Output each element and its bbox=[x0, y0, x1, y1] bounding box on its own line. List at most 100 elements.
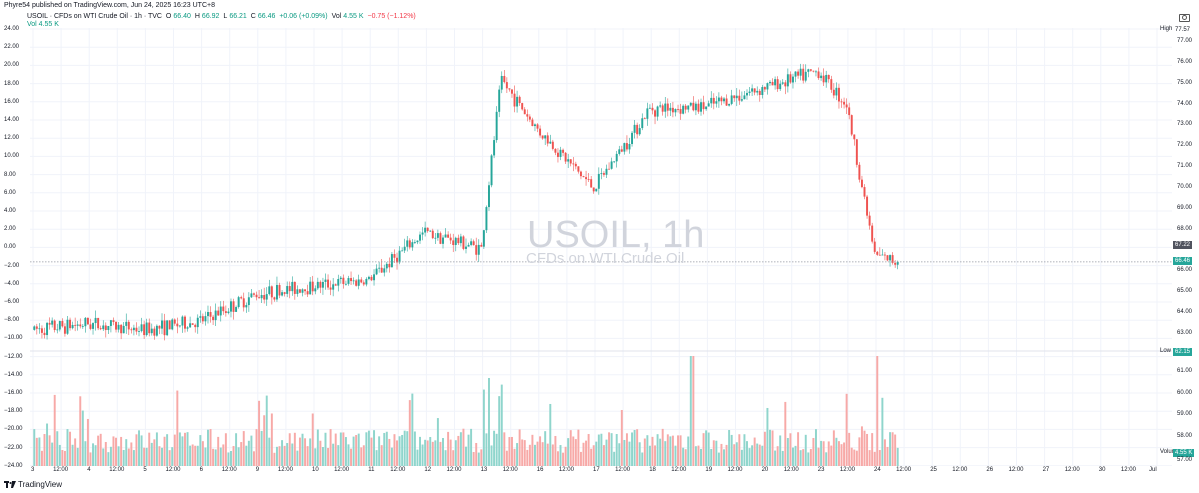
candle bbox=[840, 98, 843, 108]
volume-bar bbox=[237, 447, 240, 466]
volume-bar bbox=[204, 447, 207, 466]
candle bbox=[273, 296, 276, 302]
candle bbox=[89, 318, 92, 331]
candle bbox=[636, 122, 639, 139]
candle bbox=[638, 124, 641, 136]
time-axis-tick: 3 bbox=[31, 467, 35, 473]
volume-bar bbox=[97, 435, 100, 466]
candle bbox=[40, 325, 43, 339]
time-axis-tick: 26 bbox=[986, 467, 994, 473]
candle bbox=[209, 306, 212, 323]
volume-bar bbox=[207, 429, 209, 466]
candle bbox=[199, 310, 202, 323]
candle bbox=[344, 280, 347, 286]
volume-bar bbox=[536, 441, 539, 466]
candle bbox=[298, 288, 301, 294]
volume-bar bbox=[556, 451, 559, 466]
candle bbox=[700, 98, 702, 116]
candle bbox=[858, 162, 861, 183]
volume-bar bbox=[567, 438, 570, 466]
volume-bar bbox=[173, 434, 176, 466]
candle bbox=[306, 284, 309, 298]
volume-bar bbox=[138, 430, 140, 466]
candle bbox=[332, 277, 335, 297]
candle bbox=[127, 319, 130, 336]
candle bbox=[886, 255, 889, 262]
candle bbox=[855, 139, 858, 168]
candle bbox=[219, 301, 222, 322]
candle bbox=[148, 318, 151, 337]
volume-bar bbox=[242, 431, 245, 466]
volume-bar bbox=[155, 432, 158, 466]
volume-bar bbox=[245, 445, 248, 466]
right-axis-tick: 69.00 bbox=[1177, 204, 1193, 211]
volume-bar bbox=[613, 451, 616, 466]
volume-bar bbox=[168, 450, 171, 466]
volume-bar bbox=[758, 444, 761, 466]
candle bbox=[186, 326, 189, 332]
time-axis[interactable]: 3 12:00 4 12:00 5 12:00 6 12:00 9 12:00 10 12:00 11 1… bbox=[30, 466, 1172, 478]
volume-bar bbox=[843, 442, 846, 466]
candle bbox=[357, 274, 360, 290]
volume-bar bbox=[76, 447, 79, 466]
volume-bar bbox=[298, 437, 301, 466]
volume-bar bbox=[406, 431, 409, 466]
chart-plot-area[interactable] bbox=[30, 28, 1172, 466]
right-price-axis[interactable]: 77.00 76.00 75.00 74.00 73.00 72.00 71.00 70.00… bbox=[1172, 0, 1199, 470]
candle bbox=[365, 277, 368, 287]
candle bbox=[490, 154, 493, 188]
volume-bar bbox=[784, 401, 787, 466]
volume-bar bbox=[46, 423, 49, 466]
candle bbox=[480, 242, 483, 247]
candle bbox=[135, 322, 138, 335]
volume-bar bbox=[275, 446, 278, 466]
volume-bar bbox=[84, 441, 87, 466]
volume-bar bbox=[367, 430, 370, 466]
volume-bar bbox=[569, 430, 572, 466]
volume-bar bbox=[876, 356, 879, 466]
volume-bar bbox=[194, 445, 197, 466]
volume-bar bbox=[434, 440, 437, 466]
candle bbox=[878, 247, 881, 256]
candle bbox=[189, 316, 192, 328]
candle bbox=[689, 102, 692, 107]
candle bbox=[876, 250, 879, 256]
volume-bar bbox=[488, 378, 490, 466]
volume-bar bbox=[769, 429, 771, 466]
volume-bar bbox=[304, 438, 307, 466]
candle bbox=[500, 71, 503, 94]
volume-bar bbox=[597, 434, 600, 466]
open-value: 66.40 bbox=[173, 13, 191, 20]
symbol-title[interactable]: USOIL · CFDs on WTI Crude Oil · 1h · TVC bbox=[27, 13, 162, 20]
candle bbox=[411, 239, 414, 251]
candle bbox=[656, 105, 659, 121]
low-label: Low bbox=[1160, 348, 1172, 354]
left-price-axis[interactable]: 24.00 22.00 20.00 18.00 16.00 14.00 12.00 10.00… bbox=[0, 0, 30, 470]
candle bbox=[125, 313, 128, 334]
candle bbox=[863, 184, 866, 200]
candle bbox=[355, 279, 358, 287]
candle bbox=[214, 303, 217, 326]
volume-bar bbox=[654, 445, 657, 466]
volume-bar bbox=[452, 450, 455, 466]
vol-label-inline: Vol bbox=[331, 13, 342, 20]
candle bbox=[301, 288, 304, 297]
volume-bar bbox=[692, 356, 695, 466]
volume-bar bbox=[337, 445, 340, 466]
candle bbox=[168, 320, 171, 330]
candle bbox=[707, 100, 710, 107]
camera-icon[interactable] bbox=[1179, 14, 1190, 22]
volume-bar bbox=[546, 443, 549, 466]
candle bbox=[419, 231, 421, 244]
time-axis-tick: 12:00 bbox=[1120, 467, 1136, 473]
volume-bar bbox=[107, 452, 110, 466]
volume-bar bbox=[807, 452, 810, 466]
volume-bar bbox=[89, 452, 92, 466]
volume-bar bbox=[886, 446, 889, 466]
candle bbox=[406, 236, 409, 252]
candle bbox=[48, 317, 51, 330]
volume-bar bbox=[605, 439, 608, 466]
candle bbox=[546, 132, 549, 147]
volume-bar bbox=[733, 444, 736, 466]
